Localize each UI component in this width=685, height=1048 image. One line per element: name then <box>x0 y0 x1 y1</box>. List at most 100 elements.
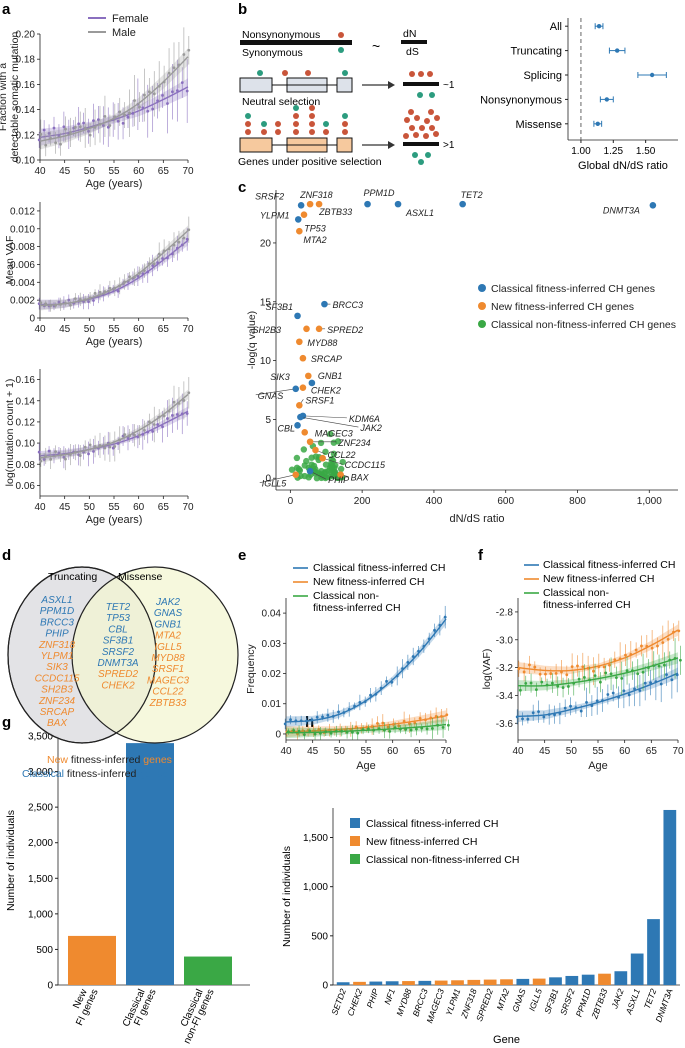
category-label: Nonsynonymous <box>480 94 562 106</box>
x-tick-label: 65 <box>158 502 170 513</box>
fit-line <box>39 86 189 138</box>
nonsyn-dot <box>338 32 344 38</box>
gene-label: BRCC3 <box>332 300 363 310</box>
gene-point <box>459 200 466 208</box>
data-point <box>138 105 141 109</box>
gene-point <box>306 200 314 208</box>
bar <box>598 973 611 985</box>
x-tick-label: 600 <box>497 496 514 507</box>
venn-gene: SRCAP <box>40 707 75 718</box>
y-tick-label: 0 <box>265 474 271 485</box>
ds-label: dS <box>406 46 419 58</box>
venn-gene: ASXL1 <box>40 595 72 606</box>
data-point <box>585 700 588 704</box>
data-point <box>92 299 95 302</box>
x-tick-label: 45 <box>539 746 551 757</box>
data-point <box>42 128 46 132</box>
legend-swatch <box>478 320 486 328</box>
venn-gene: SF3B1 <box>103 636 134 647</box>
x-tick-label: 55 <box>108 166 120 177</box>
gene-label: IGLL5 <box>262 479 288 489</box>
x-tick-label: 65 <box>158 166 170 177</box>
gene-point <box>315 200 323 208</box>
y-axis-label: Fraction with a <box>0 63 9 131</box>
bar <box>68 935 116 985</box>
data-point <box>576 664 579 668</box>
data-point <box>98 290 102 294</box>
data-point <box>679 658 682 662</box>
confidence-band <box>40 48 188 150</box>
data-point <box>88 133 92 137</box>
data-point <box>551 681 554 685</box>
data-point <box>297 729 301 733</box>
neutral-dot <box>305 70 311 76</box>
data-point <box>82 121 85 125</box>
data-point <box>542 715 546 719</box>
x-tick-label: 50 <box>334 746 346 757</box>
gene-label: BAX <box>351 473 370 483</box>
data-point <box>88 443 92 447</box>
y-tick-label: -3.4 <box>496 691 514 702</box>
data-point <box>87 129 90 133</box>
y-tick-label: 0.03 <box>262 639 282 650</box>
label-leader <box>259 474 296 483</box>
gene-label: MAGEC3 <box>315 428 353 438</box>
bar <box>184 956 232 985</box>
gene-label: TET2 <box>461 190 483 200</box>
gene-point <box>299 354 307 362</box>
data-point <box>634 648 638 652</box>
y-tick-label: 2,000 <box>28 838 53 849</box>
gene-point <box>337 471 344 479</box>
data-point <box>182 53 186 56</box>
legend-label: Classical non-fitness-inferred CH genes <box>491 319 676 331</box>
bar <box>336 982 350 985</box>
legend-label: New fitness-inferred CH <box>313 576 424 588</box>
result-dot <box>412 152 418 158</box>
positive-gene-box-1 <box>239 137 273 153</box>
y-tick-label: 10 <box>260 356 272 367</box>
data-point <box>533 665 537 669</box>
x-tick-label: 60 <box>133 324 145 335</box>
x-tick-label: 50 <box>84 166 96 177</box>
y-tick-label: 0.16 <box>16 80 36 91</box>
data-point <box>537 710 540 714</box>
data-point <box>540 680 544 684</box>
nonfi-point <box>308 454 315 461</box>
data-point <box>64 127 67 131</box>
mutation-dot <box>309 129 315 135</box>
data-point <box>103 446 107 450</box>
data-point <box>665 673 668 677</box>
bar <box>581 974 595 985</box>
data-point <box>329 731 333 735</box>
legend-label: Male <box>112 27 136 39</box>
gene-point <box>321 300 328 308</box>
mutation-dot <box>323 121 329 127</box>
legend-label: New fitness-inferred CH <box>543 573 654 585</box>
gene-label: TP53 <box>304 223 326 233</box>
data-point <box>649 681 652 685</box>
gene-label: SIK3 <box>270 372 290 382</box>
nonfi-point <box>330 439 338 446</box>
data-point <box>62 455 66 459</box>
data-point <box>128 275 132 279</box>
venn-gene: JAK2 <box>155 597 180 608</box>
venn-legend-new-mid: fitness-inferred <box>68 754 143 766</box>
venn-gene: PPM1D <box>40 606 74 617</box>
data-point <box>388 729 392 733</box>
data-point <box>413 721 417 725</box>
positive-dots <box>245 105 348 135</box>
venn-gene: CHEK2 <box>101 680 135 691</box>
y-tick-label: 0.10 <box>16 156 36 167</box>
data-point <box>640 644 643 648</box>
tilde-symbol: ~ <box>372 38 380 54</box>
venn-legend-classical: Classical fitness-inferred genes <box>22 768 168 780</box>
data-point <box>583 675 586 679</box>
data-point <box>171 413 174 417</box>
panel-d-venn: Truncating Missense ASXL1PPM1DBRCC3PHIPZ… <box>7 566 239 780</box>
venn-gene: MAGEC3 <box>147 675 190 686</box>
nonfi-point <box>310 462 318 470</box>
bar <box>549 977 562 985</box>
y-tick-label: -3.2 <box>496 663 514 674</box>
gene-label: CBL <box>278 423 296 433</box>
fit-line <box>285 618 447 723</box>
